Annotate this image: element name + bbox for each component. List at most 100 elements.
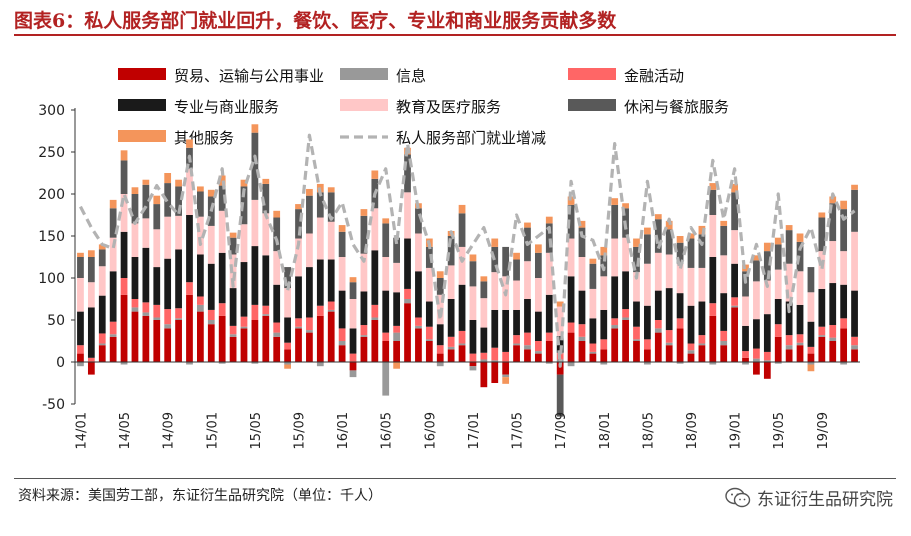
- bar-segment-s4-9: [175, 215, 182, 250]
- bar-segment-s4-45: [567, 238, 575, 277]
- x-tick-label-16: 19/05: [772, 412, 787, 449]
- bar-segment-s2-12: [207, 309, 215, 320]
- bar-segment-s2-49: [611, 318, 619, 326]
- bar-segment-s4-59: [720, 255, 728, 294]
- bar-segment-s0-18: [273, 336, 281, 362]
- bar-segment-s6-19: [284, 364, 291, 369]
- bar-segment-s5-56: [687, 238, 695, 268]
- bar-segment-s1-61: [742, 362, 749, 365]
- bar-segment-s5-30: [404, 154, 411, 193]
- bar-segment-s4-7: [153, 229, 161, 268]
- bar-segment-s1-22: [316, 362, 324, 367]
- bar-segment-s2-66: [796, 334, 804, 343]
- bar-segment-s3-47: [589, 318, 597, 344]
- bar-segment-s1-66: [796, 342, 804, 346]
- bar-segment-s6-45: [567, 196, 575, 205]
- bar-segment-s5-23: [327, 192, 335, 222]
- bar-segment-s3-50: [622, 271, 629, 310]
- bar-segment-s0-44: [556, 362, 564, 375]
- bar-segment-s3-14: [229, 288, 237, 326]
- bar-segment-s4-46: [578, 257, 586, 291]
- bar-segment-s1-2: [98, 343, 106, 346]
- bar-segment-s6-59: [720, 220, 728, 226]
- bar-segment-s2-40: [513, 335, 520, 344]
- watermark-text: 东证衍生品研究院: [757, 490, 893, 510]
- bar-segment-s1-14: [229, 334, 237, 337]
- bar-segment-s4-62: [753, 281, 760, 320]
- bar-segment-s1-16: [251, 362, 259, 364]
- bar-segment-s6-51: [633, 238, 640, 247]
- bar-segment-s0-23: [327, 311, 335, 362]
- bar-segment-s5-67: [807, 267, 815, 293]
- bar-segment-s1-54: [665, 342, 673, 346]
- bar-segment-s0-61: [742, 357, 749, 362]
- bar-segment-s1-64: [774, 362, 782, 364]
- bar-segment-s4-48: [600, 276, 608, 310]
- bar-segment-s4-55: [676, 263, 684, 294]
- bar-segment-s4-19: [284, 288, 291, 318]
- bar-segment-s0-40: [513, 345, 520, 362]
- y-tick-label-5: 200: [38, 187, 65, 203]
- bar-segment-s0-68: [818, 336, 826, 362]
- bar-segment-s5-69: [829, 203, 837, 242]
- bar-segment-s4-32: [425, 267, 433, 302]
- y-tick-label-1: 0: [56, 355, 65, 371]
- bar-segment-s0-38: [491, 362, 499, 383]
- bar-segment-s5-28: [382, 223, 390, 257]
- bar-segment-s3-29: [393, 292, 401, 326]
- bar-segment-s0-3: [109, 336, 117, 362]
- bar-segment-s1-35: [458, 343, 466, 346]
- bar-segment-s0-64: [774, 336, 782, 362]
- bar-segment-s5-29: [393, 237, 401, 263]
- bar-segment-s1-7: [153, 317, 161, 320]
- bar-segment-s2-10: [186, 282, 193, 295]
- x-tick-label-13: 18/05: [641, 412, 656, 449]
- bar-segment-s4-42: [534, 278, 542, 312]
- bar-segment-s4-17: [262, 213, 270, 256]
- bar-segment-s4-47: [589, 288, 597, 319]
- bar-segment-s0-46: [578, 341, 586, 362]
- bar-segment-s3-2: [98, 295, 106, 334]
- bar-segment-s2-11: [197, 296, 204, 305]
- footer-divider: [14, 478, 896, 479]
- bar-segment-s1-57: [698, 343, 706, 346]
- bar-segment-s2-55: [676, 318, 684, 329]
- bar-segment-s2-24: [338, 328, 346, 341]
- bar-segment-s3-70: [840, 284, 848, 319]
- x-tick-label-4: 15/05: [249, 412, 264, 449]
- bar-segment-s1-60: [731, 305, 738, 308]
- bar-segment-s1-55: [676, 362, 684, 364]
- bar-segment-s4-31: [415, 233, 422, 272]
- y-tick-label-2: 50: [47, 313, 65, 329]
- bar-segment-s4-60: [731, 230, 738, 264]
- bar-segment-s6-9: [175, 179, 182, 187]
- bar-segment-s5-47: [589, 263, 597, 289]
- bar-segment-s2-4: [120, 278, 128, 295]
- bar-segment-s5-46: [578, 227, 586, 257]
- bar-segment-s3-9: [175, 249, 182, 309]
- bar-segment-s4-29: [393, 262, 401, 293]
- bar-segment-s2-15: [240, 316, 248, 327]
- x-tick-label-5: 15/09: [293, 412, 308, 449]
- bar-segment-s2-60: [731, 297, 738, 306]
- bar-segment-s3-20: [295, 276, 302, 319]
- bar-segment-s1-28: [382, 362, 390, 396]
- watermark: 东证衍生品研究院: [725, 485, 893, 510]
- bar-segment-s4-41: [524, 261, 531, 299]
- bar-segment-s4-49: [611, 238, 619, 277]
- bar-segment-s6-48: [600, 246, 608, 256]
- bar-segment-s0-34: [447, 349, 455, 362]
- bar-segment-s4-51: [633, 272, 640, 302]
- bar-segment-s1-13: [218, 362, 226, 364]
- bar-segment-s3-57: [698, 301, 706, 336]
- bar-segment-s1-4: [120, 362, 128, 365]
- bar-segment-s0-47: [589, 353, 597, 362]
- bar-segment-s3-23: [327, 259, 335, 302]
- bar-segment-s3-53: [654, 290, 662, 320]
- bar-segment-s0-54: [665, 345, 673, 362]
- bar-segment-s3-63: [763, 314, 771, 352]
- bar-segment-s4-10: [186, 168, 193, 215]
- bar-segment-s0-4: [120, 294, 128, 362]
- bar-segment-s0-52: [644, 349, 651, 362]
